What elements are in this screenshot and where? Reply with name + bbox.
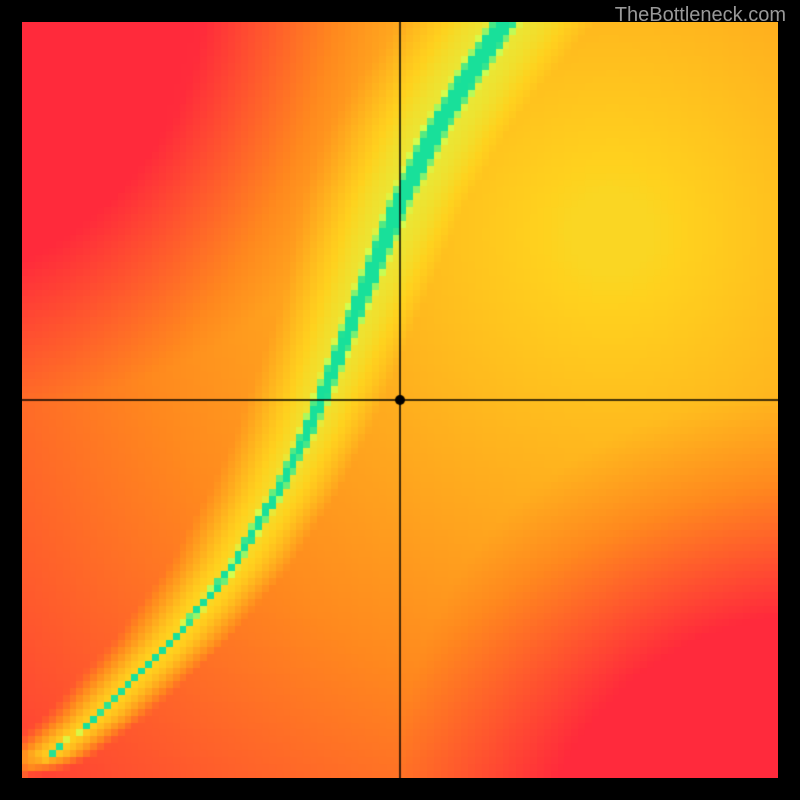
- chart-container: TheBottleneck.com: [0, 0, 800, 800]
- heatmap-canvas: [22, 22, 778, 778]
- watermark: TheBottleneck.com: [615, 4, 786, 27]
